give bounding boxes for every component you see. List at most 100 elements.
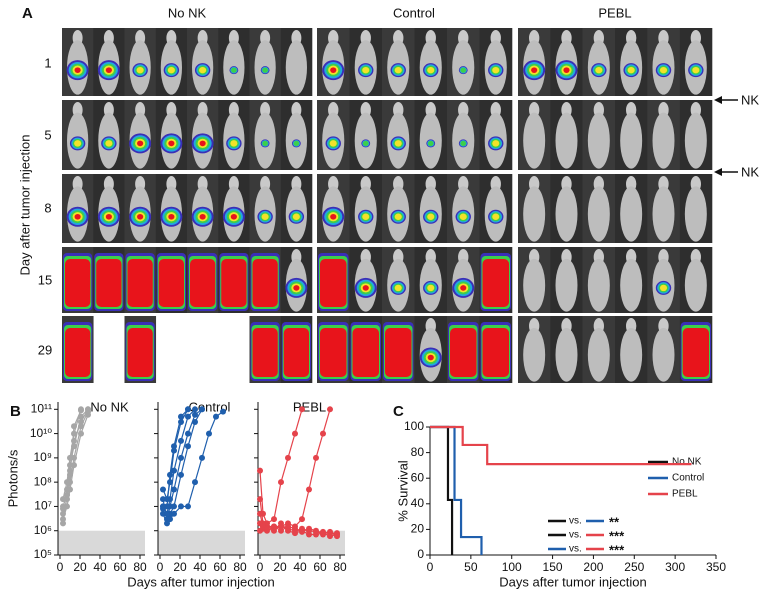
data-point	[199, 454, 205, 461]
signal	[252, 259, 278, 307]
y-tick-label: 10⁶	[34, 523, 52, 537]
data-point	[171, 486, 177, 493]
signal	[329, 140, 337, 147]
data-point	[327, 528, 333, 535]
x-tick-label: 40	[93, 560, 107, 574]
data-point	[185, 503, 191, 510]
signal	[262, 140, 268, 146]
data-point	[178, 437, 184, 444]
signal	[65, 328, 91, 377]
row-label: 15	[38, 272, 52, 287]
data-point	[292, 525, 298, 532]
data-point	[60, 520, 66, 527]
x-tick-label: 0	[157, 560, 164, 574]
data-point	[192, 419, 198, 426]
data-point	[278, 520, 284, 527]
data-point	[192, 411, 198, 418]
data-point	[271, 523, 277, 530]
signal	[320, 328, 347, 377]
signal	[65, 259, 91, 307]
signal	[459, 213, 467, 220]
signal	[450, 328, 477, 377]
signal	[394, 140, 402, 147]
mouse	[620, 186, 643, 242]
series-line	[162, 409, 189, 502]
row-label: 1	[44, 55, 51, 70]
mouse	[620, 328, 643, 382]
signal	[105, 140, 113, 147]
data-point	[278, 527, 284, 534]
signal	[168, 140, 175, 147]
mouse	[285, 40, 307, 95]
legend-label: PEBL	[672, 489, 698, 500]
data-point	[185, 443, 191, 450]
signal	[460, 67, 467, 73]
signal	[563, 67, 570, 73]
arrow-label: NK	[741, 164, 759, 179]
signal	[199, 66, 207, 74]
signal	[230, 140, 238, 147]
data-point	[167, 516, 173, 523]
signal	[460, 285, 467, 291]
signal	[74, 213, 81, 220]
chart-title: PEBL	[293, 399, 326, 414]
data-point	[334, 531, 340, 538]
signal	[136, 66, 144, 74]
data-point	[192, 479, 198, 486]
x-tick-label: 50	[464, 560, 478, 574]
detection-limit	[58, 530, 145, 555]
signal	[230, 213, 237, 220]
x-tick-label: 40	[293, 560, 307, 574]
data-point	[320, 530, 326, 537]
data-point	[320, 430, 326, 437]
significance: **	[609, 514, 620, 529]
signal	[362, 140, 369, 146]
signal	[362, 285, 369, 291]
signal	[427, 213, 435, 220]
data-point	[185, 413, 191, 420]
data-point	[213, 413, 219, 420]
x-tick-label: 20	[173, 560, 187, 574]
x-tick-label: 80	[333, 560, 347, 574]
data-point	[185, 430, 191, 437]
data-point	[220, 408, 226, 415]
legend-label: Control	[672, 473, 704, 484]
data-point	[171, 503, 177, 510]
signal	[394, 284, 402, 292]
x-tick-label: 20	[273, 560, 287, 574]
mouse	[652, 112, 675, 169]
data-point	[292, 530, 298, 537]
y-tick-label: 60	[411, 470, 425, 484]
data-point	[164, 496, 170, 503]
significance: ***	[609, 528, 625, 543]
panel-label: B	[10, 403, 21, 420]
signal	[492, 66, 500, 74]
signal	[105, 213, 112, 220]
data-point	[292, 430, 298, 437]
y-axis-label: Photons/s	[5, 449, 20, 507]
data-point	[171, 510, 177, 517]
signal	[127, 259, 153, 307]
data-point	[278, 479, 284, 486]
arrow	[714, 168, 738, 176]
y-tick-label: 80	[411, 445, 425, 459]
signal	[427, 140, 434, 146]
signal	[482, 328, 509, 377]
signal	[385, 328, 412, 377]
signal	[190, 259, 216, 307]
x-tick-label: 20	[73, 560, 87, 574]
signal	[352, 328, 379, 377]
y-tick-label: 10¹¹	[31, 401, 52, 415]
y-tick-label: 10¹⁰	[30, 426, 52, 440]
data-point	[206, 430, 212, 437]
signal	[127, 328, 153, 377]
data-point	[257, 510, 263, 517]
x-tick-label: 80	[133, 560, 147, 574]
column-title: Control	[393, 5, 435, 20]
series-line	[162, 408, 189, 510]
data-point	[192, 406, 198, 413]
signal	[659, 284, 668, 292]
signal	[74, 140, 82, 147]
data-point	[71, 423, 77, 430]
